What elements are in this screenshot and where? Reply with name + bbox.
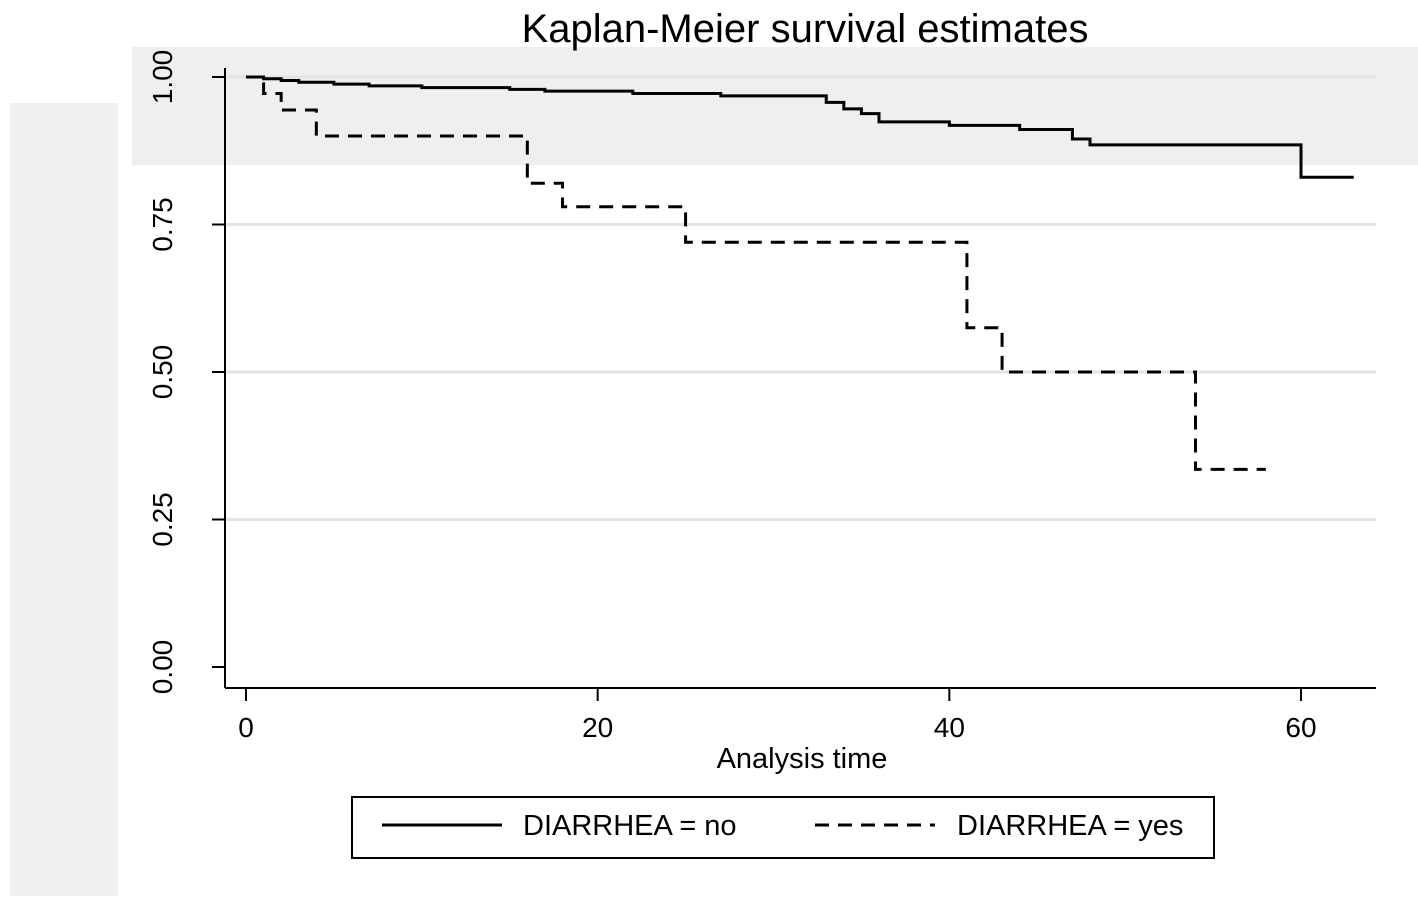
series-lines <box>246 75 1354 471</box>
y-tick-label: 0.50 <box>147 345 178 400</box>
x-tick-label: 20 <box>582 712 613 743</box>
legend: DIARRHEA = no DIARRHEA = yes <box>351 796 1215 859</box>
series-line-diarrhea-yes <box>246 75 1266 471</box>
legend-box <box>351 796 1215 859</box>
y-tick-label: 0.25 <box>147 492 178 547</box>
y-tick-label: 0.75 <box>147 197 178 252</box>
gridlines <box>225 75 1376 521</box>
x-tick-label: 40 <box>934 712 965 743</box>
x-axis-label: Analysis time <box>717 743 888 775</box>
legend-label-no: DIARRHEA = no <box>523 810 737 842</box>
x-tick-label: 60 <box>1285 712 1316 743</box>
axes: 0.00 0.25 0.50 0.75 1.00 0 20 40 60 <box>147 50 1376 743</box>
y-tick-label: 1.00 <box>147 50 178 105</box>
series-line-diarrhea-no <box>246 75 1354 179</box>
chart-title: Kaplan-Meier survival estimates <box>522 7 1089 51</box>
y-tick-label: 0.00 <box>147 640 178 695</box>
legend-label-yes: DIARRHEA = yes <box>957 810 1183 842</box>
x-tick-label: 0 <box>238 712 254 743</box>
background-band-left <box>10 103 118 896</box>
